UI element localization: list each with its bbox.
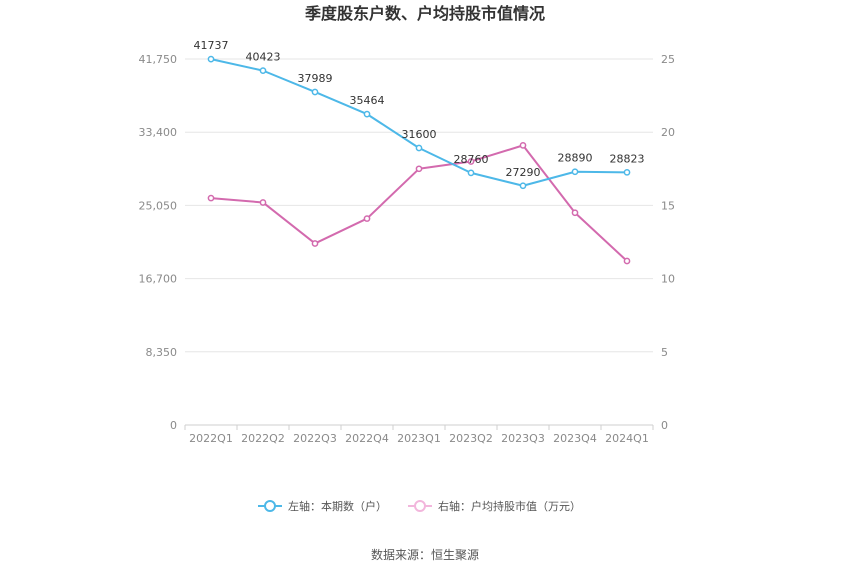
data-point-left [363, 110, 371, 118]
data-label-left: 28760 [454, 153, 489, 166]
data-point-right [623, 257, 631, 265]
data-point-left [415, 144, 423, 152]
data-point-right [259, 199, 267, 206]
data-point-right [363, 215, 371, 222]
legend-marker-right [414, 500, 426, 512]
data-label-left: 35464 [350, 94, 385, 107]
x-tick-label: 2022Q4 [345, 432, 389, 445]
x-tick-label: 2023Q4 [553, 432, 597, 445]
data-point-right [519, 142, 527, 149]
data-label-left: 28823 [610, 152, 645, 165]
legend-item-left[interactable]: 左轴：本期数（户） [258, 499, 387, 513]
x-tick-label: 2022Q1 [189, 432, 233, 445]
left-tick-label: 0 [170, 419, 177, 432]
left-tick-label: 16,700 [139, 273, 178, 286]
left-tick-label: 25,050 [139, 199, 178, 212]
data-label-left: 40423 [246, 51, 281, 64]
legend-marker-left [264, 500, 276, 512]
x-tick-label: 2024Q1 [605, 432, 649, 445]
left-tick-label: 8,350 [146, 346, 178, 359]
data-point-left [467, 169, 475, 177]
data-point-right [415, 165, 423, 173]
legend: 左轴：本期数（户） 右轴：户均持股市值（万元） [258, 499, 581, 513]
legend-label-right: 右轴：户均持股市值（万元） [438, 499, 581, 513]
data-point-left [571, 168, 579, 176]
data-label-left: 41737 [194, 39, 229, 52]
right-tick-label: 25 [661, 53, 675, 66]
left-axis: 0 8,350 16,700 25,050 33,400 41,750 [139, 53, 178, 432]
data-point-left [311, 88, 319, 96]
data-label-left: 37989 [298, 72, 333, 85]
right-axis: 0 5 10 15 20 25 [661, 53, 675, 432]
x-axis: 2022Q1 2022Q2 2022Q3 2022Q4 2023Q1 2023Q2 2023… [184, 425, 654, 445]
data-point-left [207, 55, 215, 63]
data-label-left: 31600 [402, 128, 437, 141]
chart-title: 季度股东户数、户均持股市值情况 [304, 4, 545, 23]
legend-item-right[interactable]: 右轴：户均持股市值（万元） [408, 499, 581, 513]
right-tick-label: 10 [661, 273, 675, 286]
data-point-left [623, 168, 631, 176]
x-tick-label: 2023Q2 [449, 432, 493, 445]
x-tick-label: 2023Q3 [501, 432, 545, 445]
x-tick-label: 2022Q2 [241, 432, 285, 445]
data-label-left: 27290 [506, 166, 541, 179]
right-tick-label: 20 [661, 126, 675, 139]
source-note: 数据来源：恒生聚源 [371, 547, 479, 562]
right-tick-label: 0 [661, 419, 668, 432]
data-point-left [259, 67, 267, 74]
data-label-left: 28890 [558, 152, 593, 165]
legend-label-left: 左轴：本期数（户） [288, 499, 387, 513]
left-tick-label: 33,400 [139, 126, 178, 139]
x-tick-label: 2023Q1 [397, 432, 441, 445]
right-tick-label: 15 [661, 199, 675, 212]
data-point-right [207, 194, 215, 202]
data-point-right [311, 240, 319, 247]
data-point-right [467, 158, 475, 165]
data-point-right [571, 209, 579, 217]
x-tick-label: 2022Q3 [293, 432, 337, 445]
grid [185, 58, 653, 426]
series-layer: 41737 40423 37989 35464 31600 28760 27290 28890… [194, 39, 645, 265]
left-tick-label: 41,750 [139, 53, 178, 66]
right-tick-label: 5 [661, 346, 668, 359]
data-point-left [519, 182, 527, 190]
